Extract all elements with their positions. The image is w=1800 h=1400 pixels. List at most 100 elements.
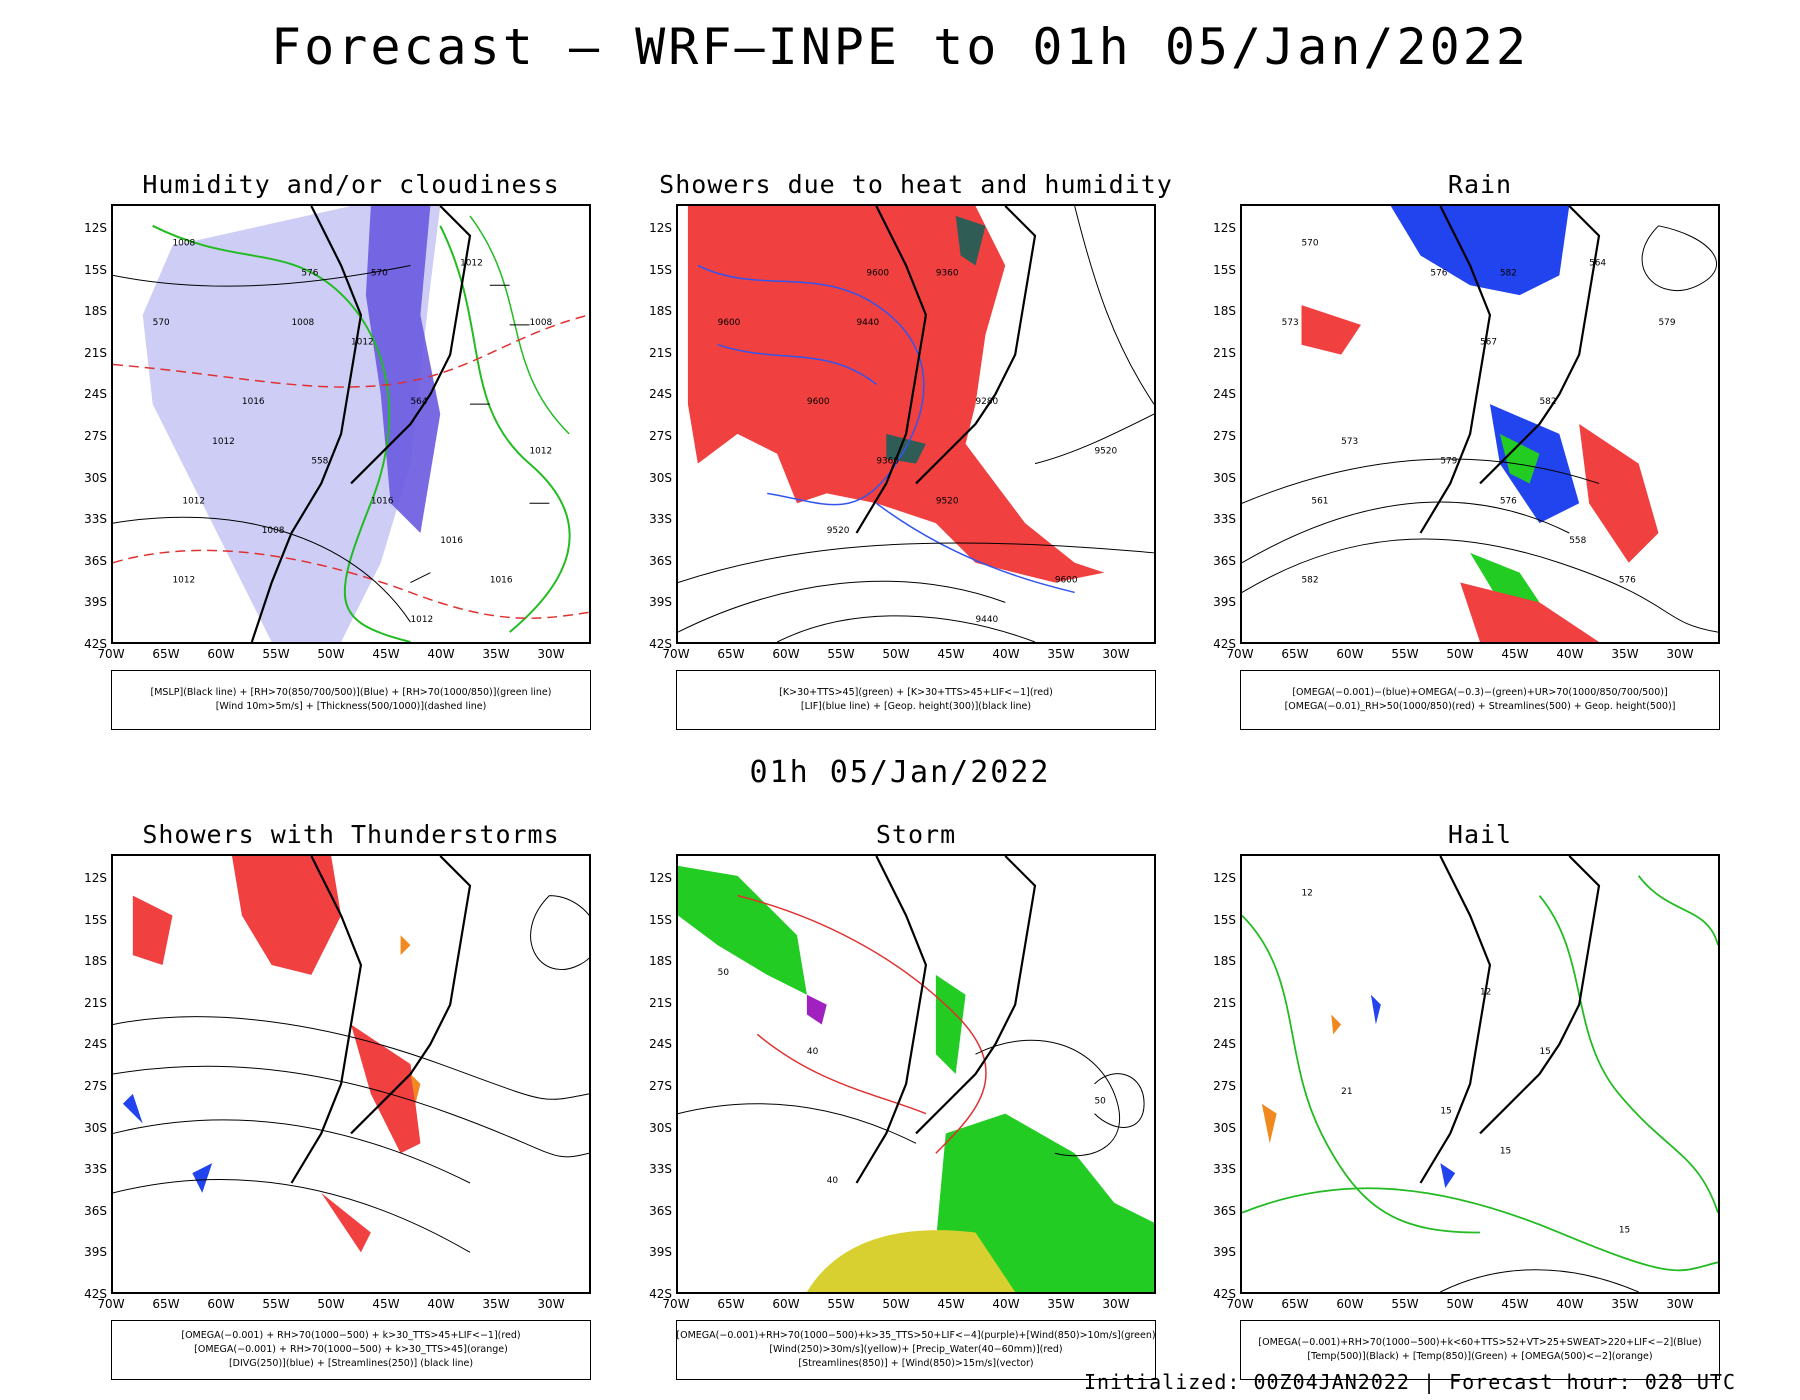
contour-value-label: 12 <box>1480 988 1491 998</box>
lon-tick-label: 60W <box>207 647 235 661</box>
south-america-coastline <box>1419 856 1601 1184</box>
legend-line: [LIF](blue line) + [Geop. height(300)](b… <box>800 701 1032 712</box>
lat-tick-label: 36S <box>1213 1203 1236 1218</box>
contour-value-label: 1016 <box>371 496 394 506</box>
legend-line: [OMEGA(−0.001) + RH>70(1000−500) + k>30_… <box>181 1330 521 1341</box>
legend-line: [Temp(500)](Black) + [Temp(850)](Green) … <box>1307 1351 1653 1362</box>
geop-height-contour <box>678 580 1006 633</box>
contour-value-label: 570 <box>153 318 170 328</box>
humidity-map-svg: 1008 1012 1012 1012 1016 1012 1008 576 570 1016 10… <box>113 206 589 642</box>
lat-tick-label: 18S <box>649 954 672 969</box>
contour-value-label: 9440 <box>976 615 999 625</box>
map-thunderstorms <box>111 854 591 1294</box>
lon-tick-label: 35W <box>1611 1297 1639 1311</box>
contour-value-label: 576 <box>301 268 318 278</box>
streamline-250 <box>530 895 589 971</box>
lat-tick-label: 18S <box>1213 954 1236 969</box>
contour-value-label: 9360 <box>876 457 899 467</box>
map-humidity: 1008 1012 1012 1012 1016 1012 1008 576 570 1016 10… <box>111 204 591 644</box>
lat-tick-label: 27S <box>84 1079 107 1093</box>
thickness-dashed-line <box>113 549 589 619</box>
contour-value-label: 50 <box>718 968 730 978</box>
lon-tick-label: 70W <box>662 647 690 661</box>
lon-tick-label: 35W <box>1047 1297 1075 1311</box>
storm-purple-spot <box>806 994 827 1025</box>
geop-height-contour <box>678 542 1154 584</box>
lat-tick-label: 12S <box>1213 221 1236 235</box>
lon-tick-label: 45W <box>372 647 400 661</box>
lon-tick-label: 70W <box>1226 647 1254 661</box>
contour-value-label: 558 <box>311 457 328 467</box>
lon-tick-label: 65W <box>152 1297 180 1311</box>
lon-tick-label: 50W <box>317 1297 345 1311</box>
contour-value-label: 9360 <box>936 268 959 278</box>
initialization-footer: Initialized: 00Z04JAN2022 | Forecast hou… <box>1083 1370 1736 1394</box>
convection-red-area <box>232 856 342 975</box>
lat-tick-label: 24S <box>649 387 672 402</box>
lon-tick-label: 65W <box>1281 647 1309 661</box>
lon-tick-label: 65W <box>717 1297 745 1311</box>
panel-title: Humidity and/or cloudiness <box>142 170 560 199</box>
omega-green-area <box>1470 433 1540 603</box>
contour-value-label: 9600 <box>1055 576 1078 586</box>
lat-tick-label: 15S <box>649 262 672 277</box>
legend-line: [DIVG(250)](blue) + [Streamlines(250)] (… <box>228 1358 474 1369</box>
convection-red-area <box>132 895 173 965</box>
lif-blue-contour <box>717 344 877 385</box>
rh-midlevel-area <box>142 206 441 642</box>
convection-orange-spot <box>400 935 421 1104</box>
lon-tick-label: 65W <box>152 647 180 661</box>
lat-tick-label: 15S <box>84 262 107 277</box>
lat-tick-label: 24S <box>84 1037 107 1052</box>
lon-tick-label: 70W <box>97 1297 125 1311</box>
contour-value-label: 15 <box>1500 1146 1511 1156</box>
lat-tick-label: 39S <box>1213 595 1236 610</box>
contour-value-label: 9440 <box>857 318 880 328</box>
streamline-250 <box>113 1119 471 1184</box>
lon-tick-label: 55W <box>827 1297 855 1311</box>
contour-value-label: 561 <box>1311 496 1328 506</box>
contour-value-label: 573 <box>1341 437 1358 447</box>
lat-tick-label: 33S <box>649 512 672 527</box>
lon-tick-label: 45W <box>1501 647 1529 661</box>
panel-title: Storm <box>875 820 957 849</box>
lon-tick-label: 50W <box>882 1297 910 1311</box>
contour-value-label: 12 <box>1302 889 1313 899</box>
showers-heat-map-svg: 9600 9600 9600 9520 9520 9440 9440 9360 9280 9360… <box>678 206 1154 642</box>
lon-tick-label: 55W <box>262 1297 290 1311</box>
thickness-dashed-line <box>113 314 589 388</box>
lon-tick-label: 55W <box>1391 1297 1419 1311</box>
lat-tick-label: 12S <box>649 871 672 885</box>
storm-map-svg: 50 40 40 50 <box>678 856 1154 1292</box>
lat-tick-label: 30S <box>649 1120 672 1135</box>
wind850-green-area <box>678 865 807 995</box>
lat-tick-label: 39S <box>649 595 672 610</box>
geop-height-contour <box>776 615 1036 642</box>
lon-tick-label: 30W <box>1102 647 1130 661</box>
lon-tick-label: 40W <box>427 647 455 661</box>
lat-tick-label: 30S <box>84 470 107 485</box>
panel-legend: [OMEGA(−0.001)−(blue)+OMEGA(−0.3)−(green… <box>1240 670 1720 730</box>
contour-value-label: 1012 <box>182 496 205 506</box>
geop500-contour <box>1242 501 1570 564</box>
hail-map-svg: 15 15 15 15 21 12 12 <box>1242 856 1718 1292</box>
contour-value-label: 40 <box>827 1176 839 1186</box>
main-title: Forecast — WRF—INPE to 01h 05/Jan/2022 <box>271 18 1529 76</box>
temp850-green-contour <box>1637 875 1718 946</box>
lat-tick-label: 39S <box>1213 1245 1236 1260</box>
legend-line: [Wind 10m>5m/s] + [Thickness(500/1000)](… <box>215 701 487 712</box>
temp850-green-contour <box>1242 1187 1718 1272</box>
contour-value-label: 567 <box>1480 338 1497 348</box>
lon-tick-label: 40W <box>992 1297 1020 1311</box>
lat-tick-label: 27S <box>84 429 107 443</box>
mslp-isobar <box>113 516 411 623</box>
mslp-isobar <box>113 264 411 287</box>
temp500-black-contour <box>1440 1269 1639 1292</box>
wind850-green-area <box>935 1113 1154 1292</box>
lat-tick-label: 36S <box>649 553 672 568</box>
lat-tick-label: 39S <box>84 1245 107 1260</box>
map-showers-heat: 9600 9600 9600 9520 9520 9440 9440 9360 9280 9360… <box>676 204 1156 644</box>
lon-tick-label: 40W <box>992 647 1020 661</box>
lon-tick-label: 60W <box>1336 1297 1364 1311</box>
contour-value-label: 1012 <box>351 338 374 348</box>
